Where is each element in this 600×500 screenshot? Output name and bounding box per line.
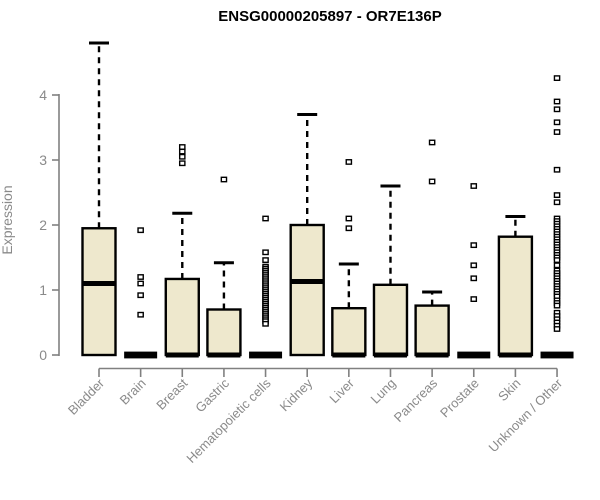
x-category-label: Brain [117, 376, 149, 408]
x-category-label: Breast [153, 375, 190, 412]
y-tick-label: 4 [39, 87, 47, 103]
outlier-point [345, 225, 353, 232]
outlier-point [137, 274, 144, 280]
outlier-point [470, 242, 478, 249]
outlier-point [137, 292, 144, 299]
boxplot-liver [331, 159, 367, 358]
outlier-point [137, 311, 144, 318]
outlier-point [470, 275, 478, 282]
outlier-point [553, 129, 561, 135]
box-rect [372, 283, 409, 357]
outlier-point [262, 249, 269, 256]
outlier-point [553, 302, 561, 309]
y-axis-label: Expression [0, 185, 15, 254]
outlier-point [553, 326, 561, 332]
boxplot-hematopoietic-cells [249, 215, 283, 359]
boxplot-unknown-other [540, 75, 574, 359]
outlier-point [428, 139, 436, 146]
x-category-label: Unknown / Other [486, 375, 566, 455]
flat-box-bar [457, 351, 491, 359]
outlier-point [262, 257, 269, 263]
outlier-point [178, 148, 186, 155]
boxplot-pancreas [414, 139, 450, 358]
box-rect [414, 304, 450, 357]
x-category-label: Skin [495, 376, 523, 404]
outlier-point [137, 280, 144, 287]
outlier-point [553, 75, 561, 82]
outlier-point [262, 215, 269, 222]
y-tick-label: 3 [39, 152, 47, 168]
outlier-point [428, 178, 436, 185]
x-category-label: Liver [326, 375, 357, 406]
x-category-label: Lung [368, 376, 399, 407]
box-rect [331, 307, 367, 357]
x-category-label: Kidney [277, 375, 316, 414]
outlier-point [470, 262, 478, 269]
outlier-point [553, 166, 561, 173]
outlier-point [345, 159, 353, 165]
flat-box-bar [249, 351, 283, 359]
outlier-point [553, 257, 561, 263]
outlier-point [470, 183, 478, 189]
outlier-point [220, 176, 228, 183]
box-rect [497, 235, 534, 357]
box-rect [206, 308, 242, 357]
outlier-point [553, 192, 561, 198]
flat-box-bar [540, 351, 574, 359]
box-rect [81, 227, 117, 357]
outlier-point [553, 119, 561, 126]
boxplot-kidney [289, 113, 325, 357]
outlier-point [553, 199, 561, 206]
outlier-point [470, 296, 478, 302]
y-tick-label: 0 [39, 347, 47, 363]
outlier-point [553, 262, 561, 269]
chart-title: ENSG00000205897 - OR7E136P [218, 8, 441, 25]
box-rect [164, 277, 200, 357]
outlier-point [178, 160, 186, 167]
boxplot-brain [124, 227, 158, 359]
y-tick-label: 1 [39, 282, 47, 298]
boxplot-prostate [457, 183, 491, 359]
y-tick-label: 2 [39, 217, 47, 233]
boxplot-skin [497, 215, 534, 358]
outlier-point [553, 106, 561, 113]
x-category-label: Bladder [65, 375, 108, 418]
box-rect [289, 223, 325, 357]
x-category-label: Pancreas [391, 375, 441, 425]
y-axis: 0 1 2 3 4 [39, 87, 60, 363]
boxplot-breast [164, 144, 200, 358]
x-category-label: Gastric [192, 375, 232, 415]
outlier-point [262, 320, 269, 327]
outlier-point [178, 153, 186, 160]
boxplot-gastric [206, 176, 242, 358]
boxplot-lung [372, 184, 409, 358]
flat-box-bar [124, 351, 158, 359]
boxplot-bladder [81, 41, 117, 357]
outlier-point [553, 98, 561, 105]
outlier-point [345, 215, 353, 222]
outlier-point [137, 227, 144, 234]
outlier-point [178, 144, 186, 150]
x-category-label: Prostate [437, 376, 482, 421]
